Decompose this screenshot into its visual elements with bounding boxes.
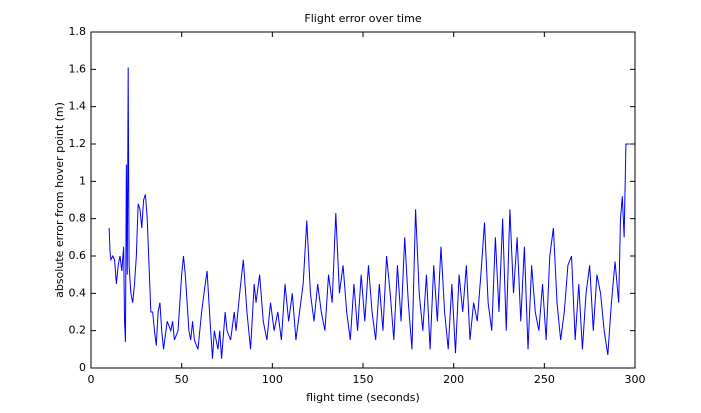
x-axis-label: flight time (seconds) [306, 391, 420, 404]
x-tick-label: 50 [175, 373, 189, 386]
y-tick-label: 0.2 [69, 324, 87, 337]
y-tick-label: 0.4 [69, 286, 87, 299]
x-tick-label: 150 [353, 373, 374, 386]
x-tick-label: 300 [625, 373, 646, 386]
y-tick-label: 1.2 [69, 137, 87, 150]
y-axis-label: absolute error from hover point (m) [53, 102, 66, 298]
y-tick-label: 0 [79, 361, 86, 374]
y-tick-label: 1.6 [69, 62, 87, 75]
plot-box [90, 31, 636, 369]
y-tick-label: 1 [79, 174, 86, 187]
x-tick-label: 200 [443, 373, 464, 386]
y-tick-label: 0.8 [69, 212, 87, 225]
x-tick-label: 0 [88, 373, 95, 386]
y-tick-label: 1.4 [69, 100, 87, 113]
chart-title: Flight error over time [304, 12, 421, 25]
data-line [108, 67, 630, 359]
x-tick-label: 100 [262, 373, 283, 386]
y-tick-label: 1.8 [69, 25, 87, 38]
x-tick-label: 250 [534, 373, 555, 386]
y-tick-label: 0.6 [69, 249, 87, 262]
